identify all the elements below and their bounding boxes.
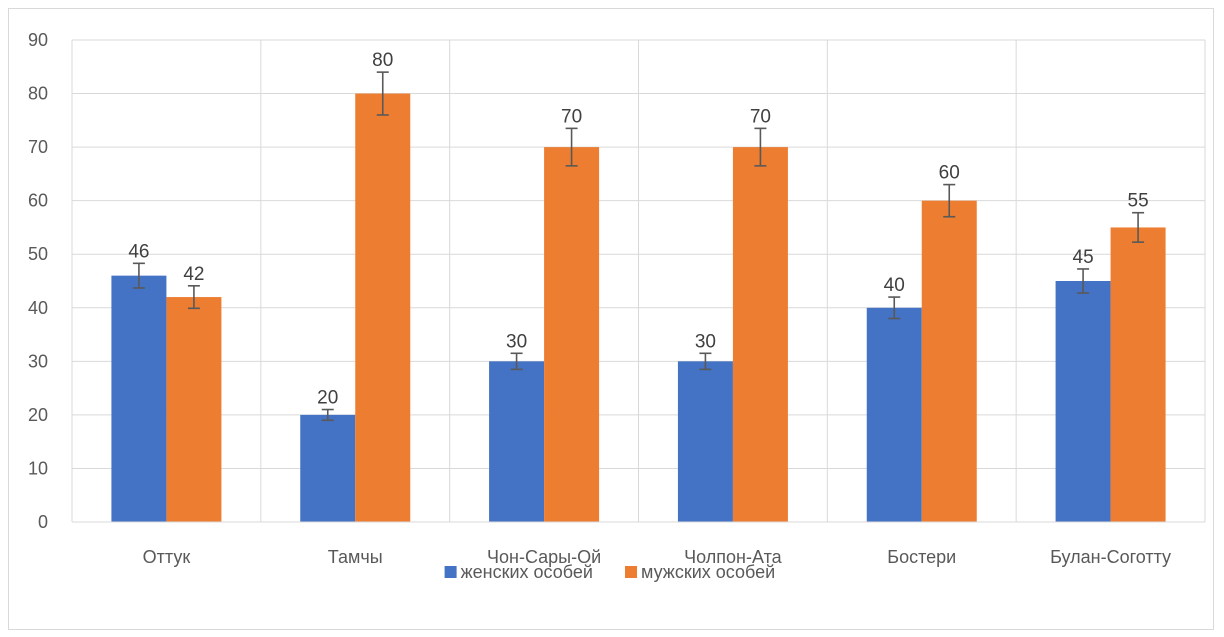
data-label: 70 [561,106,582,127]
legend-swatch [625,566,637,578]
bar [544,147,600,522]
data-label: 70 [750,106,771,127]
y-tick-label: 80 [28,84,48,104]
legend-label: женских особей [461,562,593,582]
y-tick-label: 60 [28,191,48,211]
data-label: 55 [1128,191,1149,212]
bar [300,414,356,522]
category-label: Оттук [143,547,191,567]
legend-label: мужских особей [641,562,775,582]
y-tick-label: 90 [28,30,48,50]
bar [1110,227,1166,522]
data-label: 30 [506,331,527,352]
y-tick-label: 50 [28,244,48,264]
y-tick-label: 20 [28,405,48,425]
data-label: 80 [372,50,393,71]
category-label: Чолпон-Ата [684,547,782,567]
bar [111,275,167,522]
category-label: Бостери [887,547,956,567]
bar [1055,281,1111,522]
y-tick-label: 70 [28,137,48,157]
bar [732,147,788,522]
data-label: 20 [317,388,338,409]
data-label: 42 [183,264,204,285]
y-tick-label: 30 [28,351,48,371]
bar [866,307,922,522]
y-tick-label: 40 [28,298,48,318]
y-tick-label: 0 [38,512,48,532]
legend-swatch [444,566,457,578]
data-label: 30 [695,331,716,352]
y-tick-label: 10 [28,458,48,478]
bar [489,361,545,522]
category-label: Чон-Сары-Ой [487,547,601,567]
bar [166,297,222,522]
bar [355,93,411,523]
data-label: 60 [939,163,960,184]
bar [677,361,733,522]
category-label: Тамчы [328,547,383,567]
category-label: Булан-Соготту [1050,547,1171,567]
data-label: 45 [1073,247,1094,268]
data-label: 46 [128,241,149,262]
bar [921,200,977,522]
data-label: 40 [884,275,905,296]
